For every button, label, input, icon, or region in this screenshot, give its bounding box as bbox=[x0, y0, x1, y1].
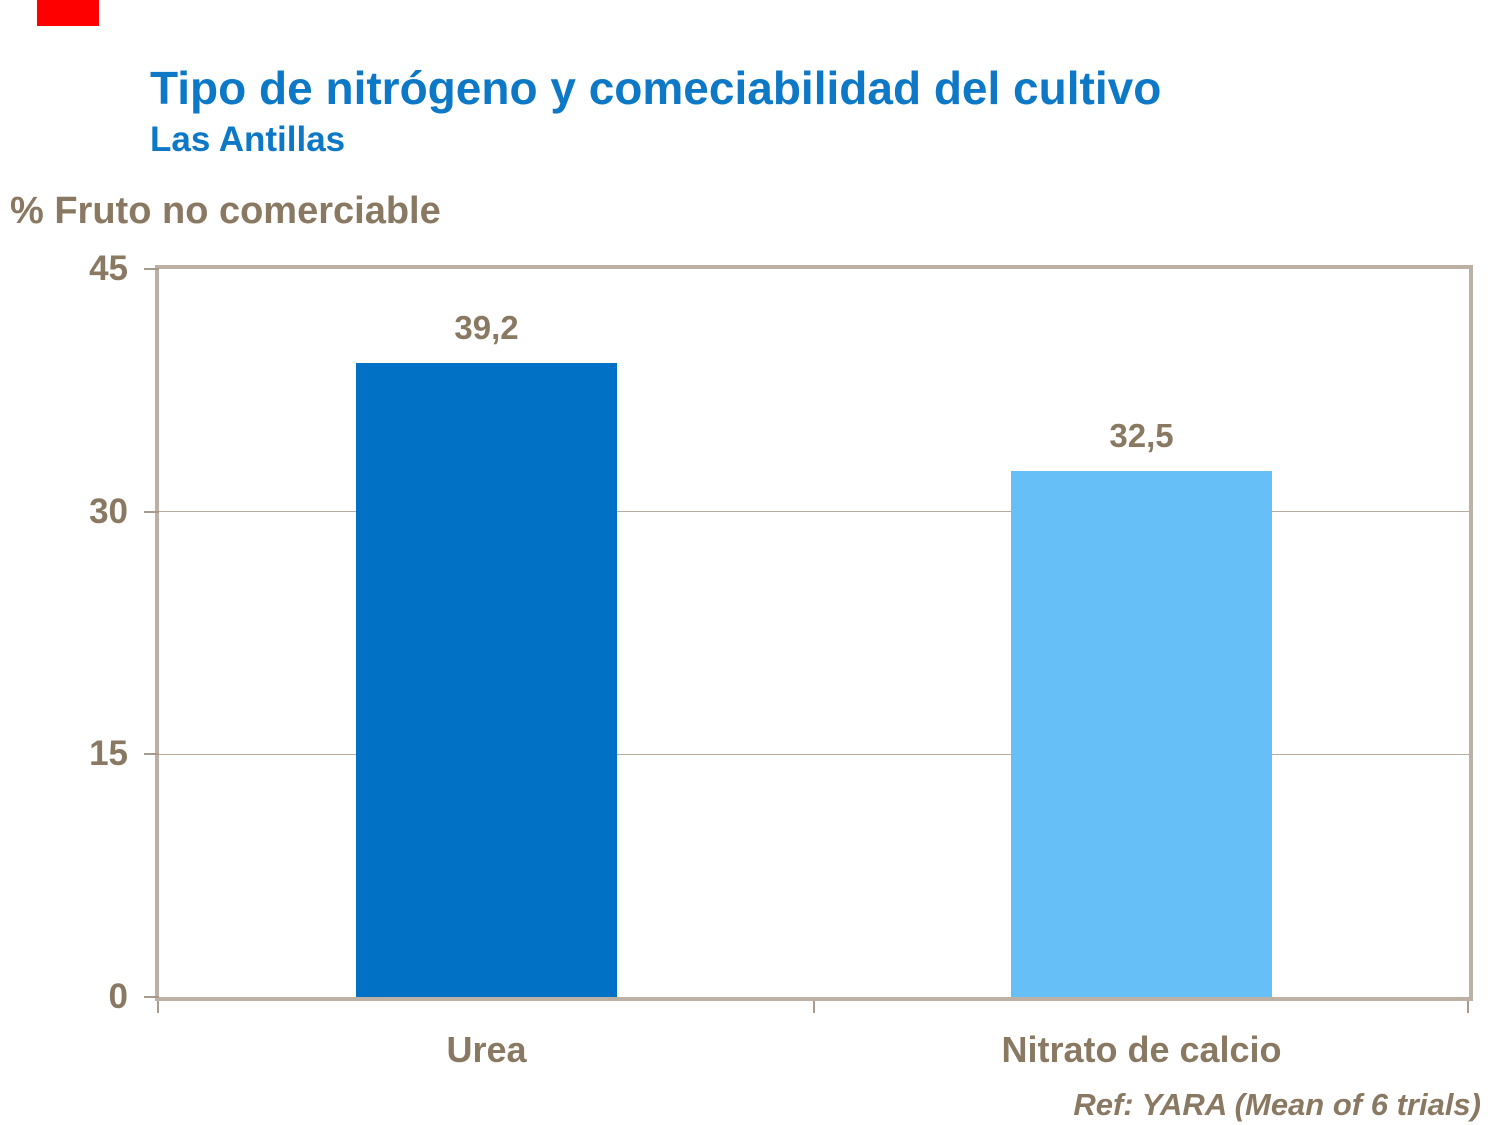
x-axis-tick-left bbox=[157, 1001, 159, 1013]
x-axis-tick-right bbox=[1467, 1001, 1469, 1013]
y-axis-title: % Fruto no comerciable bbox=[10, 190, 441, 232]
category-label-urea: Urea bbox=[446, 1029, 527, 1070]
gridline-30 bbox=[159, 511, 1469, 513]
gridline-15 bbox=[159, 753, 1469, 755]
chart-title: Tipo de nitrógeno y comeciabilidad del c… bbox=[150, 62, 1162, 114]
bar-urea bbox=[356, 362, 617, 997]
y-tick-mark-45 bbox=[144, 268, 159, 270]
x-axis-tick-center bbox=[813, 1001, 815, 1013]
y-tick-mark-15 bbox=[144, 753, 159, 756]
category-label-nitrato-de-calcio: Nitrato de calcio bbox=[1001, 1029, 1282, 1070]
plot-area: 39,2 32,5 bbox=[155, 265, 1473, 1001]
value-label-nitrato-de-calcio: 32,5 bbox=[1109, 417, 1174, 455]
reference-note: Ref: YARA (Mean of 6 trials) bbox=[1073, 1087, 1481, 1122]
y-tick-label-30: 30 bbox=[89, 491, 128, 531]
y-tick-label-45: 45 bbox=[89, 249, 128, 288]
y-tick-mark-30 bbox=[144, 510, 159, 513]
value-label-urea: 39,2 bbox=[454, 308, 519, 346]
chart-subtitle: Las Antillas bbox=[150, 120, 346, 159]
y-tick-label-0: 0 bbox=[108, 977, 128, 1016]
red-accent-block bbox=[37, 0, 99, 26]
y-tick-mark-0 bbox=[144, 996, 159, 998]
y-tick-label-15: 15 bbox=[89, 734, 128, 774]
bar-nitrato-de-calcio bbox=[1011, 471, 1272, 997]
